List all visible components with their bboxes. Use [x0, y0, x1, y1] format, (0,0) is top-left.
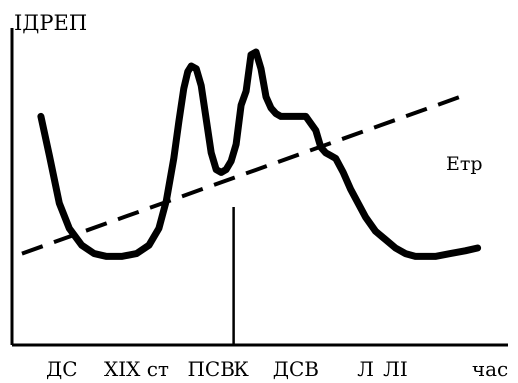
x-tick-label: час [472, 357, 508, 381]
x-tick-label: Л [357, 357, 374, 381]
y-axis-label: ІДРЕП [14, 11, 87, 35]
x-tick-label: ДС [46, 357, 78, 381]
x-tick-label: ПСВ [187, 357, 234, 381]
x-tick-label: К [233, 357, 249, 381]
series-line-etr [21, 94, 461, 256]
series-line-reserve [37, 48, 482, 260]
x-tick-label: XIX ст [104, 357, 169, 381]
series-label-etr: Етр [446, 153, 483, 175]
x-tick-label: ЛІ [383, 357, 408, 381]
x-tick-label: ДСВ [273, 357, 319, 381]
